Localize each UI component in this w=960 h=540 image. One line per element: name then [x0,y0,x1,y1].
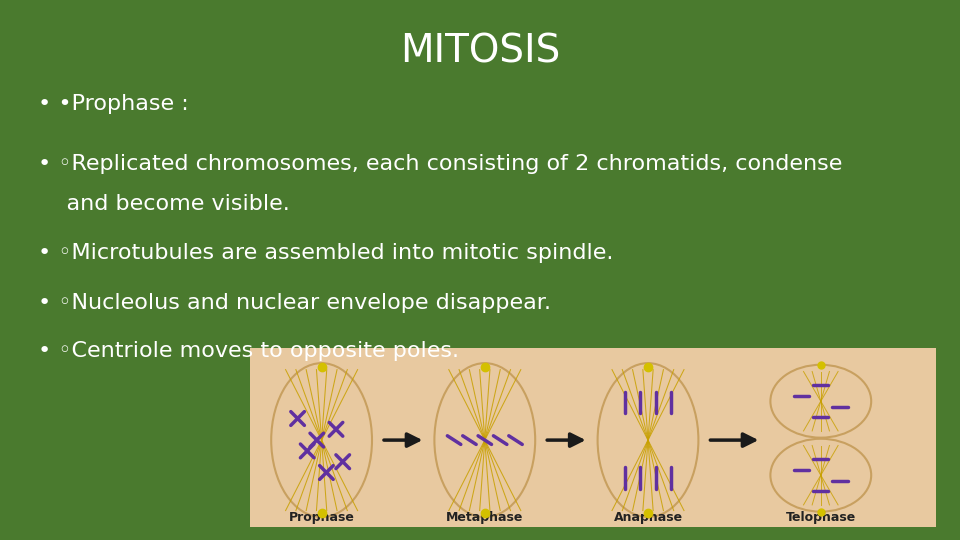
Ellipse shape [770,438,871,512]
Ellipse shape [272,363,372,517]
Bar [250,348,936,526]
Text: • ◦Nucleolus and nuclear envelope disappear.: • ◦Nucleolus and nuclear envelope disapp… [38,293,551,313]
Text: Metaphase: Metaphase [446,511,523,524]
Ellipse shape [597,363,699,517]
Text: Anaphase: Anaphase [613,511,683,524]
Ellipse shape [434,363,536,517]
Text: • •Prophase :: • •Prophase : [38,94,189,114]
Ellipse shape [770,365,871,437]
Text: and become visible.: and become visible. [38,194,290,214]
Text: • ◦Microtubules are assembled into mitotic spindle.: • ◦Microtubules are assembled into mitot… [38,243,613,263]
Text: Prophase: Prophase [289,511,354,524]
Text: • ◦Centriole moves to opposite poles.: • ◦Centriole moves to opposite poles. [38,341,460,361]
Text: • ◦Replicated chromosomes, each consisting of 2 chromatids, condense: • ◦Replicated chromosomes, each consisti… [38,154,843,174]
Text: Telophase: Telophase [785,511,856,524]
Text: MITOSIS: MITOSIS [400,32,560,70]
